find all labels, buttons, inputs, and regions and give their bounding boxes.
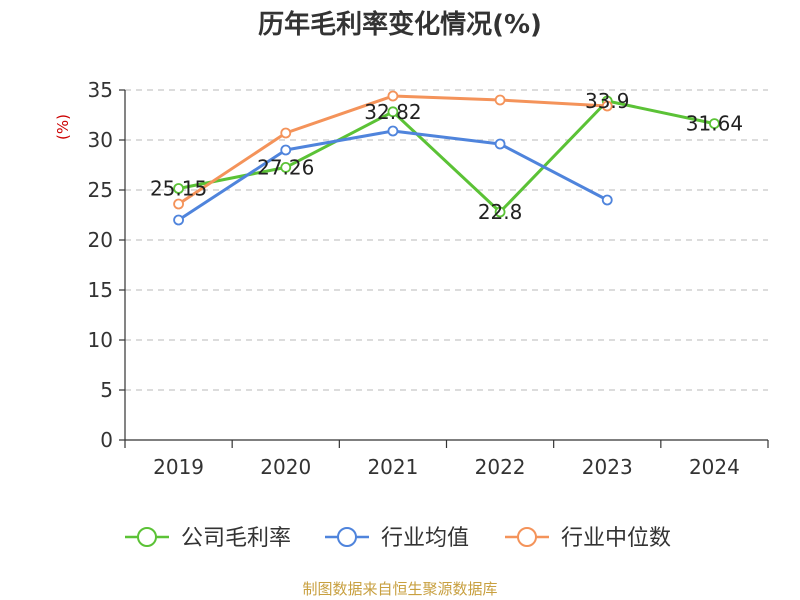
y-tick-label: 35 (88, 78, 113, 102)
data-point (173, 214, 184, 226)
x-tick-label: 2021 (367, 455, 418, 479)
data-point (494, 138, 506, 150)
source-note: 制图数据来自恒生聚源数据库 (302, 580, 498, 598)
x-tick-label: 2022 (475, 455, 526, 479)
data-point (601, 100, 613, 112)
series-lines (173, 90, 720, 226)
y-tick-label: 15 (88, 278, 113, 302)
data-point (387, 125, 399, 137)
y-tick-label: 0 (100, 428, 113, 452)
grid-lines (125, 89, 768, 391)
legend-label: 行业中位数 (561, 526, 671, 551)
legend-marker (137, 527, 157, 547)
data-point (494, 206, 506, 218)
data-label: 25.15 (150, 177, 207, 201)
y-tick-label: 25 (88, 178, 113, 202)
chart-title: 历年毛利率变化情况(%) (258, 10, 542, 40)
data-label: 31.64 (686, 112, 743, 136)
axes: 0 5 10 15 20 25 30 35 (%) 2019 2020 2021 2022 2023 202… (54, 78, 769, 479)
data-point (280, 161, 292, 173)
data-point (601, 194, 613, 206)
x-tick-label: 2023 (582, 455, 633, 479)
y-tick-label: 10 (88, 328, 113, 352)
data-label: 22.8 (478, 200, 523, 224)
y-tick-label: 20 (88, 228, 113, 252)
data-point (173, 198, 184, 210)
legend: 公司毛利率 行业均值 行业中位数 (125, 526, 671, 551)
data-point (387, 90, 399, 102)
legend-label: 公司毛利率 (181, 526, 291, 551)
x-tick-label: 2020 (260, 455, 311, 479)
x-tick-label: 2019 (153, 455, 204, 479)
legend-marker (337, 527, 357, 547)
x-tick-label: 2024 (689, 455, 740, 479)
legend-label: 行业均值 (381, 526, 469, 551)
data-point (280, 144, 292, 156)
y-tick-label: 5 (100, 378, 113, 402)
data-labels: 25.15 27.26 32.82 22.8 33.9 31.64 (150, 89, 743, 224)
data-point (280, 127, 292, 139)
data-point (173, 183, 184, 194)
legend-marker (517, 527, 537, 547)
data-point (494, 94, 506, 106)
y-tick-label: 30 (88, 128, 113, 152)
data-label: 33.9 (585, 89, 630, 113)
data-label: 32.82 (364, 100, 421, 124)
data-point (709, 118, 720, 129)
data-label: 27.26 (257, 155, 314, 179)
data-point (387, 106, 399, 118)
y-axis-label: (%) (54, 114, 72, 140)
series-line (178, 99, 715, 214)
